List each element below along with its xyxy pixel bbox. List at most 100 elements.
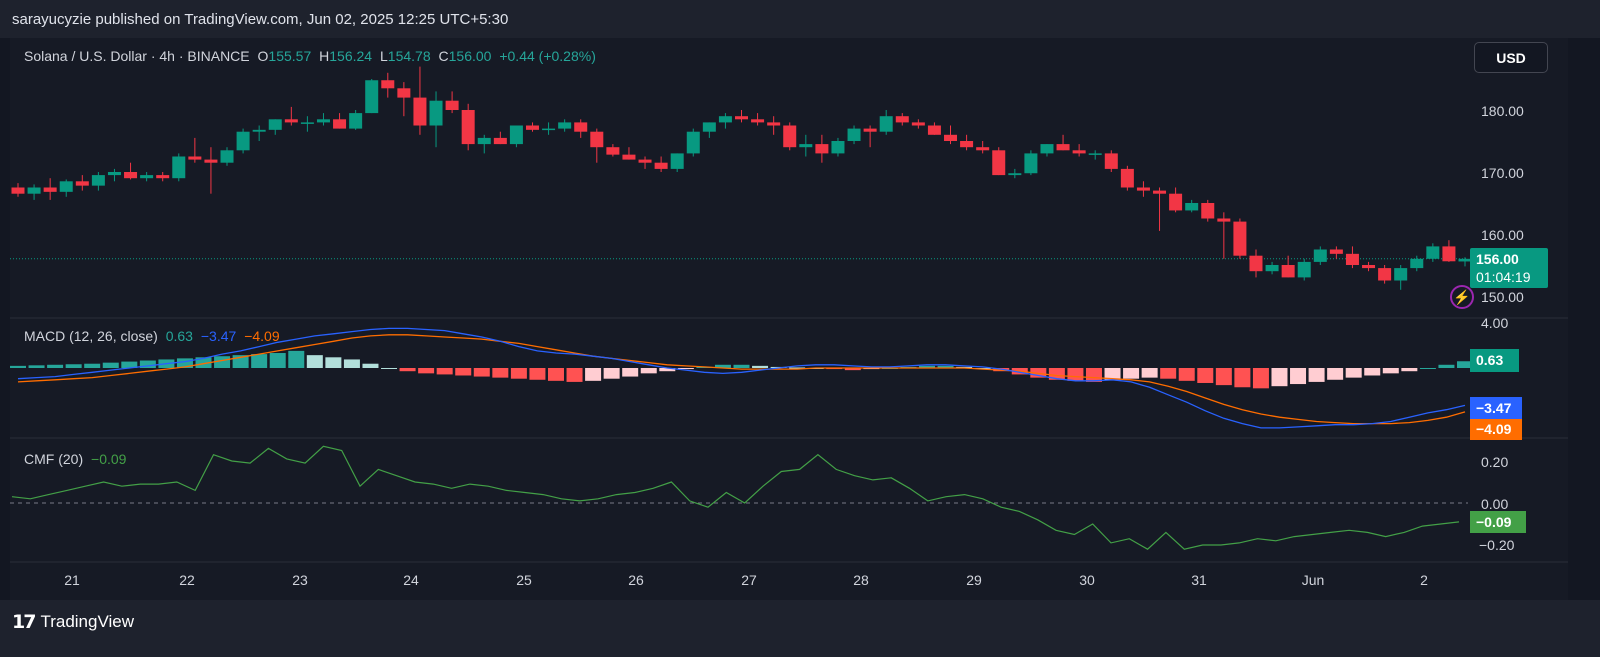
last-price: 156.00: [1476, 251, 1519, 267]
macd-histogram-bar: [65, 364, 82, 368]
macd-histogram-bar: [1252, 368, 1269, 389]
candle-body: [461, 110, 475, 145]
macd-histogram-bar: [455, 368, 472, 376]
macd-histogram-bar: [176, 358, 193, 368]
macd-histogram-bar: [139, 360, 156, 368]
macd-hist-value: 0.63: [165, 328, 193, 344]
candle-body: [1104, 153, 1118, 169]
top-bar: sarayucyzie published on TradingView.com…: [0, 0, 1600, 38]
macd-histogram-bar: [1085, 368, 1102, 382]
candle-body: [1313, 249, 1327, 262]
cmf-name[interactable]: CMF (20): [24, 451, 84, 467]
high-label: H: [319, 48, 330, 64]
macd-histogram-bar: [288, 350, 305, 368]
macd-histogram-bar: [1048, 368, 1065, 380]
candle-body: [1442, 246, 1456, 262]
macd-signal-line: [17, 334, 1466, 425]
low-label: L: [379, 48, 388, 64]
candle-body: [1217, 218, 1231, 222]
time-label: 31: [1191, 572, 1207, 588]
candle-body: [445, 100, 459, 110]
macd-histogram-bar: [1271, 368, 1288, 387]
cmf-value: −0.09: [91, 451, 127, 467]
candle-body: [1249, 255, 1263, 272]
candle-body: [236, 131, 250, 151]
candle-body: [27, 187, 41, 194]
candle-body: [879, 116, 893, 132]
tradingview-logo[interactable]: 17 TradingView: [12, 611, 134, 633]
macd-signal-badge: −4.09: [1470, 419, 1522, 440]
candle-body: [1136, 187, 1150, 191]
candle-body: [220, 150, 234, 163]
candle-body: [284, 119, 298, 123]
candle-body: [365, 80, 379, 114]
price-legend: Solana / U.S. Dollar · 4h · BINANCE O155…: [24, 48, 600, 64]
macd-histogram-bar: [1345, 368, 1362, 378]
macd-histogram-bar: [1234, 368, 1251, 388]
open-label: O: [257, 48, 269, 64]
macd-histogram-bar: [1364, 368, 1381, 376]
candle-body: [43, 187, 57, 192]
candle-body: [1024, 153, 1038, 174]
candle-body: [606, 147, 620, 155]
close-label: C: [438, 48, 449, 64]
time-label: 22: [179, 572, 195, 588]
time-label: Jun: [1301, 572, 1325, 588]
price-tick: 170.00: [1481, 165, 1524, 181]
macd-histogram-bar: [121, 361, 138, 368]
candle-body: [107, 172, 121, 176]
candle-body: [622, 154, 636, 160]
macd-histogram-bar: [399, 368, 416, 372]
macd-name[interactable]: MACD (12, 26, close): [24, 328, 158, 344]
macd-legend: MACD (12, 26, close) 0.63 −3.47 −4.09: [24, 328, 284, 344]
currency-button[interactable]: USD: [1474, 42, 1548, 73]
last-price-badge: 156.00 01:04:19: [1470, 248, 1548, 288]
macd-histogram-bar: [1067, 368, 1084, 381]
cmf-line: [11, 445, 1460, 550]
candle-body: [718, 116, 732, 123]
macd-histogram-bar: [1382, 368, 1399, 374]
change-value: +0.44 (+0.28%): [499, 48, 596, 64]
candle-body: [429, 100, 443, 126]
candle-body: [397, 88, 411, 98]
macd-histogram-bar: [418, 368, 435, 374]
candle-body: [783, 125, 797, 148]
macd-histogram-bar: [1290, 368, 1307, 385]
candle-body: [558, 122, 572, 129]
candle-body: [1120, 168, 1134, 188]
candle-body: [735, 116, 748, 120]
macd-histogram-bar: [1197, 368, 1214, 383]
candle-body: [815, 144, 829, 154]
candle-body: [509, 125, 523, 145]
candle-body: [1297, 261, 1311, 278]
macd-histogram-bar: [529, 368, 546, 380]
candle-body: [927, 125, 941, 135]
candle-body: [1040, 144, 1054, 154]
macd-histogram-bar: [659, 368, 676, 372]
candle-body: [638, 159, 652, 163]
candle-body: [204, 159, 218, 163]
macd-histogram-bar: [1123, 368, 1140, 379]
candle-body: [1281, 265, 1295, 278]
candle-body: [172, 156, 186, 179]
candle-body: [1426, 246, 1440, 259]
macd-histogram-bar: [436, 368, 453, 375]
candle-body: [767, 122, 781, 126]
macd-histogram-bar: [10, 365, 26, 368]
symbol-label[interactable]: Solana / U.S. Dollar · 4h · BINANCE: [24, 48, 250, 64]
candle-body: [11, 187, 25, 194]
publish-info: sarayucyzie published on TradingView.com…: [12, 11, 509, 28]
lightning-icon[interactable]: ⚡: [1450, 285, 1474, 309]
macd-histogram-bar: [325, 357, 342, 368]
candle-body: [1233, 221, 1247, 256]
time-label: 28: [853, 572, 869, 588]
candle-body: [333, 119, 347, 129]
macd-histogram-bar: [1141, 368, 1158, 378]
candle-body: [1265, 265, 1279, 272]
macd-histogram-bar: [47, 364, 64, 368]
macd-histogram-bar: [1457, 361, 1473, 368]
candle-body: [1169, 193, 1183, 211]
open-value: 155.57: [268, 48, 312, 64]
candle-body: [525, 125, 539, 130]
